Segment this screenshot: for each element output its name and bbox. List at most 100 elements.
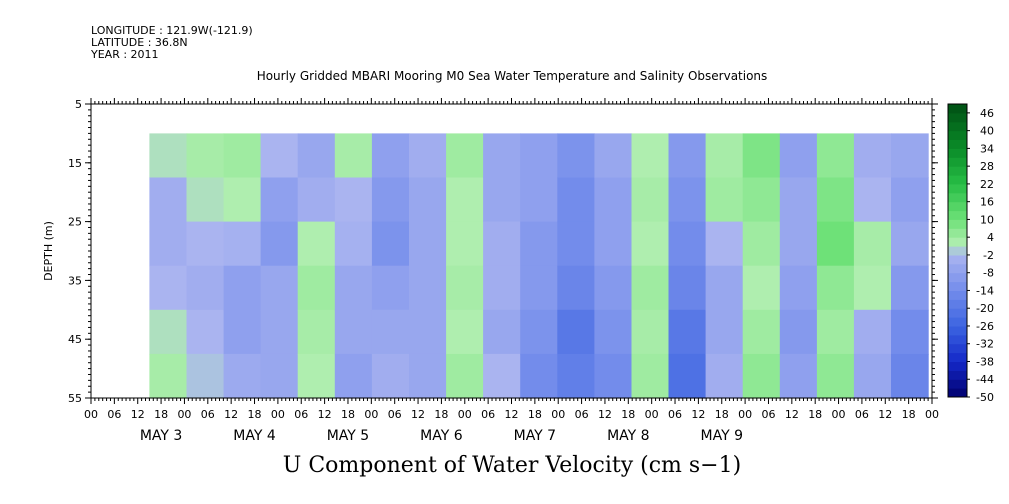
heatmap-cell bbox=[409, 177, 447, 223]
colorbar-label: -38 bbox=[976, 355, 994, 368]
heatmap-cell bbox=[891, 309, 929, 355]
heatmap-cell bbox=[446, 177, 484, 223]
x-tick-label: 12 bbox=[224, 408, 238, 421]
heatmap-cell bbox=[186, 177, 225, 223]
x-tick-label: 06 bbox=[107, 408, 121, 421]
heatmap-cell bbox=[483, 133, 521, 179]
x-day-label: MAY 8 bbox=[607, 428, 649, 444]
colorbar-label: 34 bbox=[980, 142, 994, 155]
x-axis-label: U Component of Water Velocity (cm s−1) bbox=[282, 453, 742, 478]
heatmap-cell bbox=[853, 221, 892, 267]
heatmap-cell bbox=[371, 309, 410, 355]
heatmap-cell bbox=[520, 309, 558, 355]
heatmap-cell bbox=[742, 265, 781, 311]
heatmap-cell bbox=[742, 221, 781, 267]
heatmap-cell bbox=[371, 133, 410, 179]
heatmap-cell bbox=[223, 353, 262, 399]
heatmap-cell bbox=[520, 133, 558, 179]
colorbar-swatch bbox=[948, 166, 967, 176]
heatmap-cell bbox=[371, 221, 410, 267]
heatmap-cell bbox=[631, 353, 670, 399]
heatmap-cell bbox=[631, 309, 670, 355]
heatmap-cell bbox=[853, 353, 892, 399]
heatmap-cell bbox=[631, 133, 670, 179]
heatmap-cell bbox=[853, 265, 892, 311]
colorbar-swatch bbox=[948, 308, 967, 318]
y-tick-label: 15 bbox=[68, 157, 82, 170]
heatmap-cell bbox=[705, 353, 744, 399]
colorbar-swatch bbox=[948, 272, 967, 283]
x-tick-label: 00 bbox=[925, 408, 939, 421]
heatmap-cell bbox=[446, 221, 484, 267]
heatmap-cell bbox=[297, 353, 336, 399]
x-tick-label: 06 bbox=[668, 408, 682, 421]
colorbar-swatch bbox=[948, 139, 967, 149]
x-tick-label: 06 bbox=[855, 408, 869, 421]
heatmap-cell bbox=[816, 265, 855, 311]
heatmap-cell bbox=[334, 177, 373, 223]
x-tick-label: 00 bbox=[458, 408, 472, 421]
colorbar-label: -44 bbox=[976, 373, 994, 386]
heatmap-cell bbox=[297, 133, 336, 179]
x-tick-label: 18 bbox=[528, 408, 542, 421]
latitude-label: LATITUDE : 36.8N bbox=[91, 36, 188, 49]
heatmap-cell bbox=[705, 133, 744, 179]
heatmap-cell bbox=[779, 177, 818, 223]
heatmap-cell bbox=[853, 309, 892, 355]
heatmap-cell bbox=[557, 133, 595, 179]
heatmap-cell bbox=[409, 221, 447, 267]
heatmap-cell bbox=[409, 133, 447, 179]
heatmap-cell bbox=[779, 265, 818, 311]
heatmap-cell bbox=[705, 265, 744, 311]
heatmap-cell bbox=[334, 221, 373, 267]
heatmap-cell bbox=[557, 177, 595, 223]
x-day-label: MAY 6 bbox=[420, 428, 463, 444]
heatmap-cell bbox=[779, 309, 818, 355]
x-tick-label: 18 bbox=[715, 408, 729, 421]
heatmap-cell bbox=[371, 265, 410, 311]
heatmap-cell bbox=[668, 309, 707, 355]
colorbar-swatch bbox=[948, 219, 967, 229]
heatmap-cell bbox=[594, 265, 633, 311]
heatmap-cell bbox=[223, 265, 262, 311]
heatmap-cell bbox=[371, 353, 410, 399]
heatmap-cell bbox=[594, 177, 633, 223]
heatmap-cell bbox=[149, 265, 188, 311]
longitude-label: LONGITUDE : 121.9W(-121.9) bbox=[91, 24, 253, 37]
heatmap-cell bbox=[520, 221, 558, 267]
colorbar-label: 10 bbox=[980, 213, 994, 226]
x-tick-label: 18 bbox=[902, 408, 916, 421]
heatmap-cell bbox=[853, 133, 892, 179]
heatmap-cell bbox=[260, 133, 299, 179]
heatmap-cell bbox=[891, 133, 929, 179]
heatmap-cell bbox=[446, 133, 484, 179]
x-tick-label: 18 bbox=[434, 408, 448, 421]
colorbar-label: -50 bbox=[976, 391, 994, 404]
heatmap-cell bbox=[297, 309, 336, 355]
colorbar-label: 46 bbox=[980, 107, 994, 120]
heatmap-cell bbox=[409, 353, 447, 399]
heatmap-cell bbox=[409, 265, 447, 311]
heatmap-cell bbox=[334, 265, 373, 311]
heatmap-cell bbox=[483, 309, 521, 355]
colorbar-swatch bbox=[948, 228, 967, 238]
heatmap-cell bbox=[260, 177, 299, 223]
heatmap-cell bbox=[446, 353, 484, 399]
heatmap-cell bbox=[594, 309, 633, 355]
y-axis-label: DEPTH (m) bbox=[42, 221, 55, 281]
x-tick-label: 18 bbox=[808, 408, 822, 421]
heatmap-cell bbox=[186, 353, 225, 399]
colorbar-label: 16 bbox=[980, 196, 994, 209]
colorbar-swatch bbox=[948, 175, 967, 185]
year-label: YEAR : 2011 bbox=[91, 48, 159, 61]
heatmap-cell bbox=[668, 133, 707, 179]
colorbar-label: 40 bbox=[980, 125, 994, 138]
x-tick-label: 18 bbox=[154, 408, 168, 421]
heatmap-cell bbox=[631, 221, 670, 267]
colorbar-swatch bbox=[948, 326, 967, 336]
colorbar-swatch bbox=[948, 104, 967, 114]
heatmap-cell bbox=[186, 221, 225, 267]
colorbar-swatch bbox=[948, 352, 967, 362]
heatmap-cell bbox=[520, 265, 558, 311]
